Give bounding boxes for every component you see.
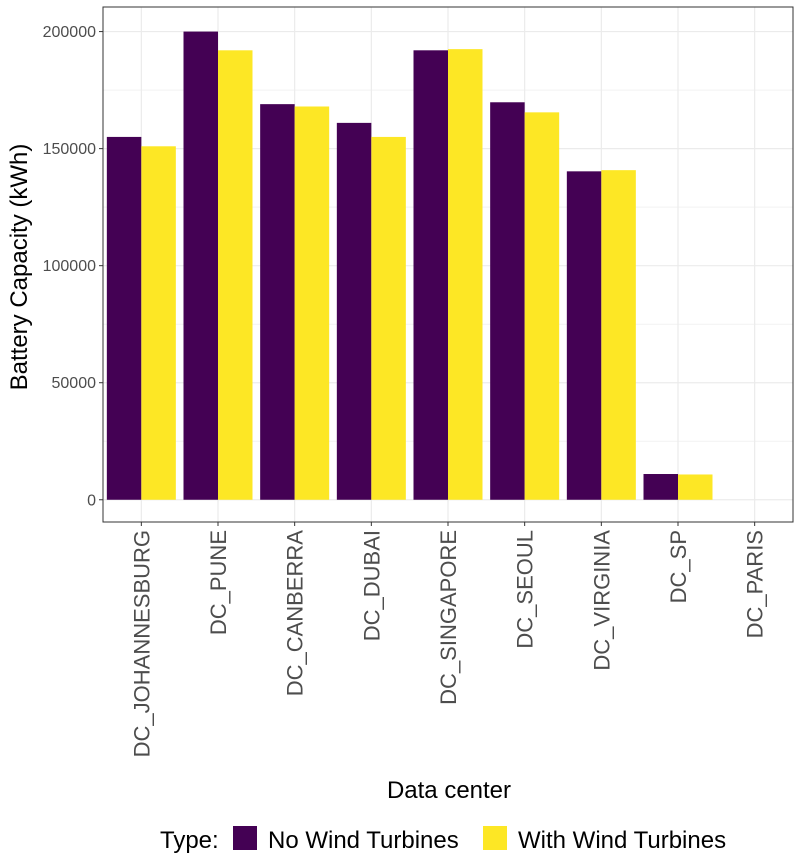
- bars: [106, 31, 713, 500]
- bar: [371, 136, 406, 500]
- y-axis: 0 50000 100000 150000 200000: [43, 24, 103, 509]
- bar: [524, 112, 560, 500]
- bar: [678, 474, 713, 500]
- bar: [336, 122, 372, 500]
- bar: [566, 171, 602, 500]
- bar: [106, 136, 142, 500]
- x-tick-label: DC_SEOUL: [513, 530, 538, 649]
- bar: [643, 474, 678, 500]
- legend-label: With Wind Turbines: [518, 827, 726, 854]
- x-tick-label: DC_CANBERRA: [283, 530, 308, 697]
- y-tick-label: 150000: [43, 141, 96, 158]
- y-tick-label: 100000: [43, 258, 96, 275]
- x-tick-label: DC_SP: [666, 530, 691, 603]
- x-tick-label: DC_JOHANNESBURG: [129, 530, 154, 757]
- x-axis-title: Data center: [387, 777, 511, 804]
- legend-label: No Wind Turbines: [268, 827, 459, 854]
- legend-key: [233, 826, 257, 850]
- legend-key: [483, 826, 507, 850]
- bar: [218, 50, 253, 500]
- bar: [260, 104, 295, 500]
- x-tick-label: DC_SINGAPORE: [436, 530, 461, 705]
- bar: [448, 49, 483, 500]
- bar: [490, 102, 525, 500]
- x-tick-label: DC_DUBAI: [359, 530, 384, 641]
- bar: [294, 106, 330, 500]
- y-tick-label: 200000: [43, 24, 96, 41]
- legend: Type: No Wind Turbines With Wind Turbines: [160, 826, 726, 854]
- x-tick-label: DC_PARIS: [743, 530, 768, 638]
- x-tick-label: DC_PUNE: [206, 530, 231, 635]
- y-tick-label: 50000: [52, 375, 97, 392]
- bar: [183, 31, 218, 500]
- legend-title: Type:: [160, 827, 219, 854]
- x-axis: DC_JOHANNESBURG DC_PUNE DC_CANBERRA DC_DUBA…: [129, 522, 768, 757]
- y-tick-label: 0: [87, 492, 96, 509]
- bar: [413, 50, 448, 500]
- x-tick-label: DC_VIRGINIA: [589, 530, 614, 671]
- y-axis-title: Battery Capacity (kWh): [6, 144, 33, 391]
- bar: [601, 170, 636, 500]
- bar: [141, 146, 176, 500]
